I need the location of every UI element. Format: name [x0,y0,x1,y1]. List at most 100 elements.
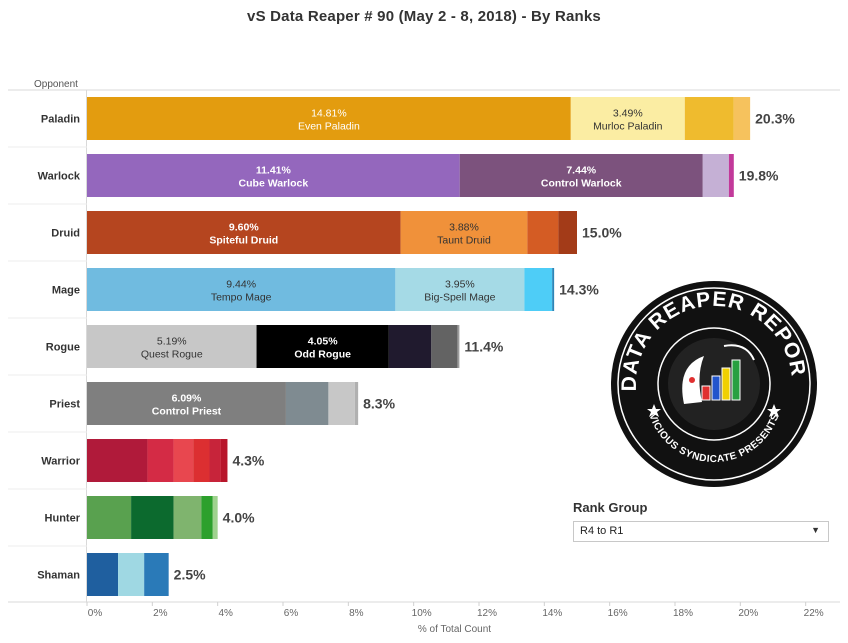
rank-group-filter: Rank Group R4 to R1 ▼ [573,500,829,542]
bar-segment [256,325,389,368]
rank-group-selected-value: R4 to R1 [580,525,624,537]
x-tick-label: 8% [349,608,364,619]
segment-value-label: 14.81% [311,108,347,120]
segment-value-label: 9.60% [229,222,259,234]
category-label-mage: Mage [52,285,80,297]
segment-value-label: 6.09% [172,393,202,405]
category-label-shaman: Shaman [37,570,80,582]
bar-total-label: 19.8% [739,168,779,184]
x-axis-title: % of Total Count [418,624,491,635]
segment-value-label: 5.19% [157,336,187,348]
rank-group-label: Rank Group [573,500,648,515]
bar-segment [527,211,559,254]
bar-segment [354,382,359,425]
segment-archetype-label: Spiteful Druid [209,235,278,247]
star-icon [647,404,781,417]
bar-segment [684,97,734,140]
segment-value-label: 3.88% [449,222,479,234]
bar-segment [212,496,218,539]
category-label-warlock: Warlock [38,171,81,183]
data-reaper-report-logo: DATA REAPER REPORT VICIOUS SYNDICATE PRE… [599,258,822,497]
bar-segment [87,553,119,596]
bar-total-label: 14.3% [559,282,599,298]
bar-segment [118,553,145,596]
bar-segment [131,496,174,539]
chevron-down-icon[interactable]: ▼ [811,525,820,535]
bar-segment [87,211,401,254]
bar-segment [431,325,458,368]
bar-segment [209,439,221,482]
bar-segment [87,325,257,368]
bar-segment [457,325,460,368]
reaper-mascot-icon [668,338,760,430]
bar-total-label: 4.3% [232,453,264,469]
x-tick-label: 14% [542,608,562,619]
bar-total-label: 8.3% [363,396,395,412]
category-label-rogue: Rogue [46,342,80,354]
segment-value-label: 7.44% [566,165,596,177]
segment-archetype-label: Even Paladin [298,121,360,133]
segment-archetype-label: Quest Rogue [141,349,203,361]
bar-total-label: 15.0% [582,225,622,241]
bar-segment [558,211,577,254]
chart-title: vS Data Reaper # 90 (May 2 - 8, 2018) - … [247,8,601,25]
bar-segment [285,382,329,425]
x-tick-label: 12% [477,608,497,619]
x-tick-label: 22% [804,608,824,619]
bar-segment [173,439,194,482]
bar-segment [552,268,555,311]
segment-value-label: 4.05% [308,336,338,348]
rank-group-dropdown[interactable]: R4 to R1 ▼ [573,521,829,542]
segment-value-label: 9.44% [226,279,256,291]
bar-segment [201,496,213,539]
bar-segment [728,154,734,197]
category-label-priest: Priest [49,399,80,411]
bar-segment [87,439,148,482]
bar-segment [395,268,525,311]
x-tick-label: 0% [88,608,103,619]
bar-segment [733,97,751,140]
segment-value-label: 3.49% [613,108,643,120]
segment-value-label: 3.95% [445,279,475,291]
bar-segment [524,268,553,311]
bar-total-label: 2.5% [174,567,206,583]
bar-segment [193,439,210,482]
bar-segment [144,553,169,596]
x-tick-label: 18% [673,608,693,619]
category-label-hunter: Hunter [45,513,81,525]
bar-segment [87,268,396,311]
bar-segment [87,382,286,425]
segment-archetype-label: Control Priest [152,406,222,418]
x-tick-label: 4% [218,608,233,619]
bar-total-label: 4.0% [223,510,255,526]
segment-archetype-label: Taunt Druid [437,235,491,247]
category-label-druid: Druid [51,228,80,240]
segment-archetype-label: Odd Rogue [294,349,351,361]
x-tick-label: 16% [608,608,628,619]
bar-segment [388,325,432,368]
x-tick-label: 20% [738,608,758,619]
bar-segment [173,496,202,539]
bar-segment [147,439,174,482]
bar-segment [400,211,528,254]
segment-value-label: 11.41% [256,165,292,177]
bar-segment [87,97,571,140]
y-axis-header: Opponent [34,79,78,90]
bar-total-label: 11.4% [464,339,503,355]
bar-segment [87,154,460,197]
x-tick-label: 10% [412,608,432,619]
category-label-paladin: Paladin [41,114,80,126]
segment-archetype-label: Murloc Paladin [593,121,663,133]
x-tick-label: 2% [153,608,168,619]
bar-segment [702,154,729,197]
bar-segment [220,439,228,482]
bar-segment [328,382,355,425]
bar-total-label: 20.3% [755,111,795,127]
bar-segment [459,154,703,197]
bar-segment [570,97,685,140]
segment-archetype-label: Big-Spell Mage [424,292,495,304]
x-tick-label: 6% [284,608,299,619]
segment-archetype-label: Control Warlock [541,178,622,190]
segment-archetype-label: Tempo Mage [211,292,272,304]
